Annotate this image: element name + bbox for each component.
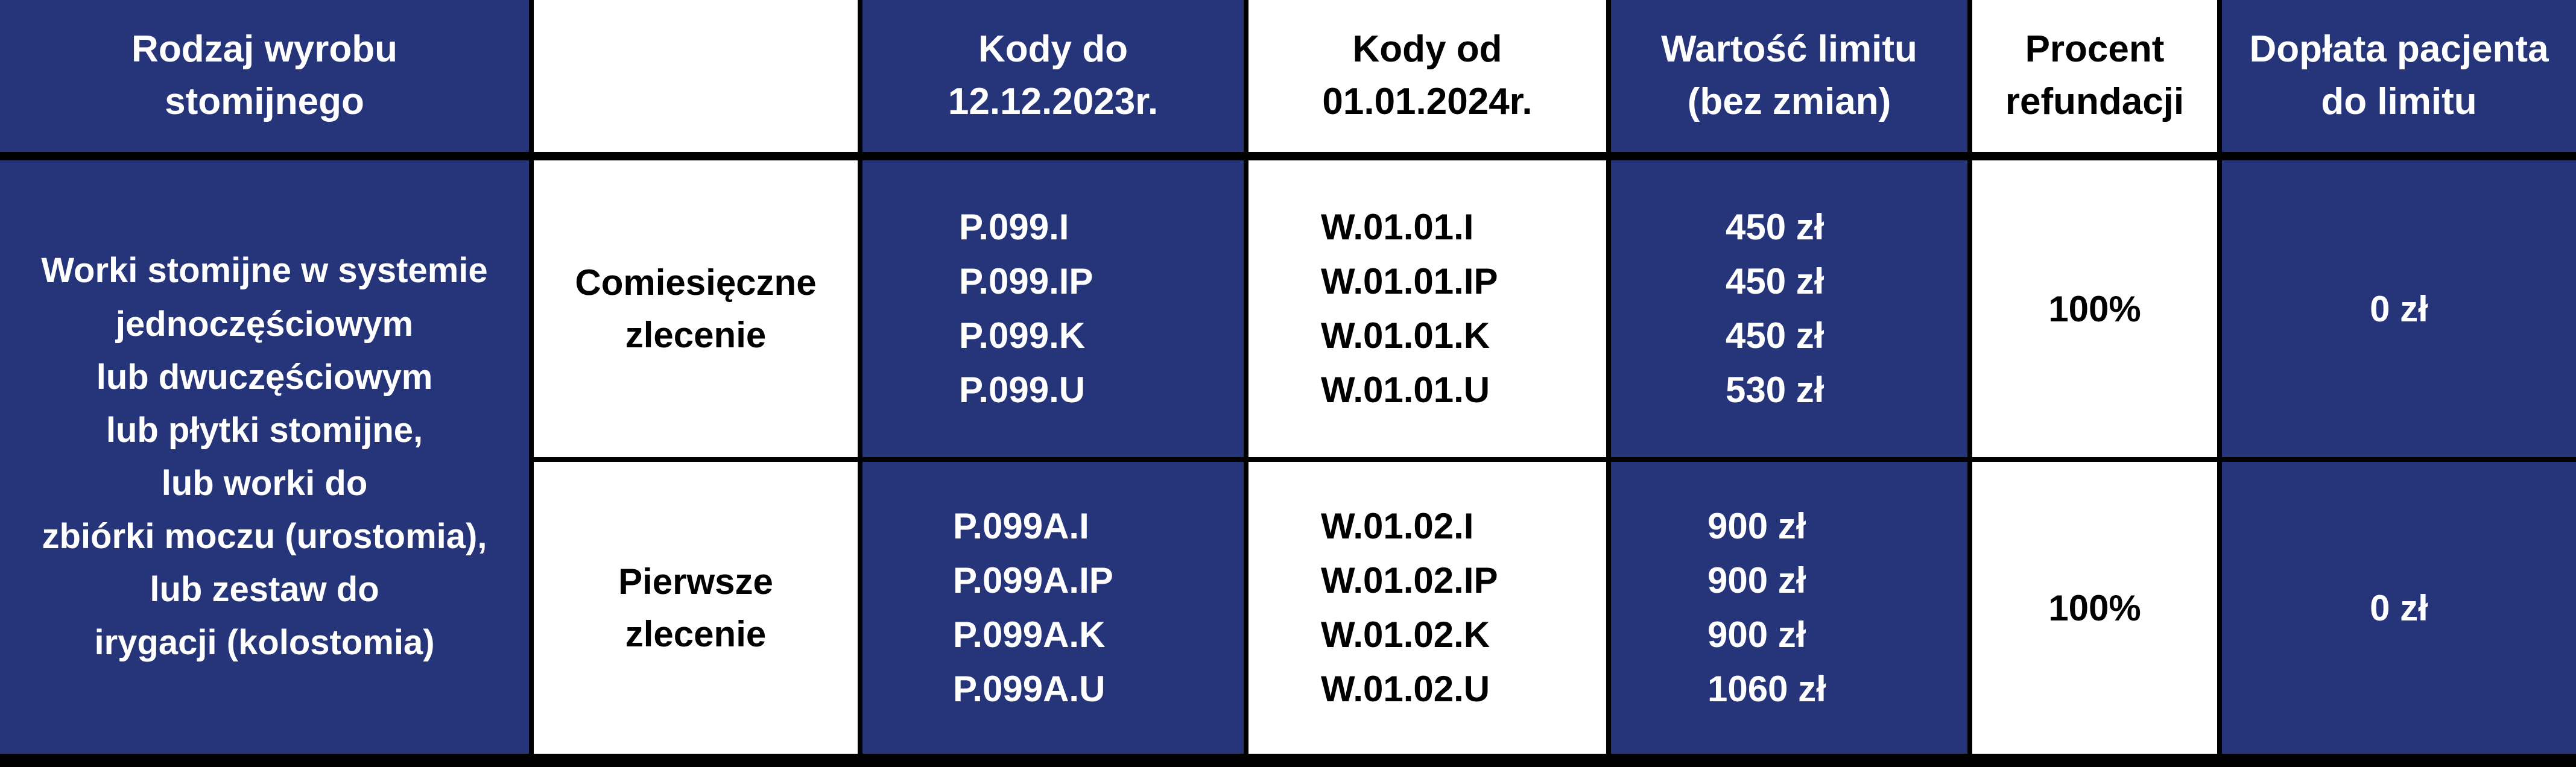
- new-code: W.01.01.K: [1321, 315, 1490, 356]
- copay-first: 0 zł: [2222, 462, 2576, 754]
- limits-first: 900 zł 900 zł 900 zł 1060 zł: [1611, 462, 1967, 754]
- new-code: W.01.02.I: [1321, 506, 1474, 546]
- old-code: P.099A.I: [953, 506, 1089, 546]
- old-codes-first: P.099A.I P.099A.IP P.099A.K P.099A.U: [862, 462, 1244, 754]
- product-type-line: irygacji (kolostomia): [94, 623, 435, 663]
- limit-value: 530 zł: [1726, 370, 1824, 410]
- header-limit-value: Wartość limitu (bez zmian): [1611, 0, 1967, 152]
- old-code: P.099A.K: [953, 614, 1106, 655]
- refund-first: 100%: [1972, 462, 2217, 754]
- limit-value: 450 zł: [1726, 261, 1824, 301]
- product-type-line: lub worki do: [161, 464, 368, 503]
- new-code: W.01.01.IP: [1321, 261, 1498, 301]
- new-code: W.01.01.I: [1321, 207, 1474, 247]
- limits-monthly: 450 zł 450 zł 450 zł 530 zł: [1611, 160, 1967, 457]
- new-codes-first: W.01.02.I W.01.02.IP W.01.02.K W.01.02.U: [1248, 462, 1606, 754]
- limit-value: 900 zł: [1707, 614, 1806, 655]
- old-code: P.099.K: [959, 315, 1086, 356]
- old-code: P.099A.IP: [953, 560, 1113, 601]
- limit-value: 900 zł: [1707, 560, 1806, 601]
- product-type-line: Worki stomijne w systemie: [41, 251, 488, 291]
- new-code: W.01.02.K: [1321, 614, 1490, 655]
- product-type-line: lub płytki stomijne,: [106, 410, 423, 450]
- order-type-first: Pierwsze zlecenie: [534, 462, 858, 754]
- product-type-cell: Worki stomijne w systemie jednoczęściowy…: [0, 160, 529, 754]
- copay-monthly: 0 zł: [2222, 160, 2576, 457]
- new-code: W.01.02.U: [1321, 669, 1490, 709]
- new-codes-monthly: W.01.01.I W.01.01.IP W.01.01.K W.01.01.U: [1248, 160, 1606, 457]
- old-codes-monthly: P.099.I P.099.IP P.099.K P.099.U: [862, 160, 1244, 457]
- order-type-monthly: Comiesięczne zlecenie: [534, 160, 858, 457]
- header-patient-copay: Dopłata pacjenta do limitu: [2222, 0, 2576, 152]
- limit-value: 900 zł: [1707, 506, 1806, 546]
- limit-value: 1060 zł: [1707, 669, 1826, 709]
- old-code: P.099.U: [959, 370, 1086, 410]
- header-empty: [534, 0, 858, 152]
- old-code: P.099.I: [959, 207, 1069, 247]
- new-code: W.01.01.U: [1321, 370, 1490, 410]
- old-code: P.099A.U: [953, 669, 1106, 709]
- product-type-line: lub zestaw do: [150, 570, 379, 610]
- header-new-codes: Kody od 01.01.2024r.: [1248, 0, 1606, 152]
- limit-value: 450 zł: [1726, 207, 1824, 247]
- header-product-type: Rodzaj wyrobu stomijnego: [0, 0, 529, 152]
- limit-value: 450 zł: [1726, 315, 1824, 356]
- new-code: W.01.02.IP: [1321, 560, 1498, 601]
- header-old-codes: Kody do 12.12.2023r.: [862, 0, 1244, 152]
- product-type-line: jednoczęściowym: [115, 304, 414, 344]
- product-type-line: zbiórki moczu (urostomia),: [42, 517, 487, 557]
- header-refund-percent: Procent refundacji: [1972, 0, 2217, 152]
- product-type-line: lub dwuczęściowym: [96, 357, 433, 397]
- old-code: P.099.IP: [959, 261, 1093, 301]
- refund-monthly: 100%: [1972, 160, 2217, 457]
